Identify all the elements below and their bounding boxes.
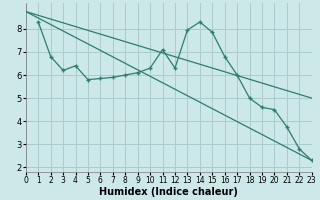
X-axis label: Humidex (Indice chaleur): Humidex (Indice chaleur) (99, 187, 238, 197)
